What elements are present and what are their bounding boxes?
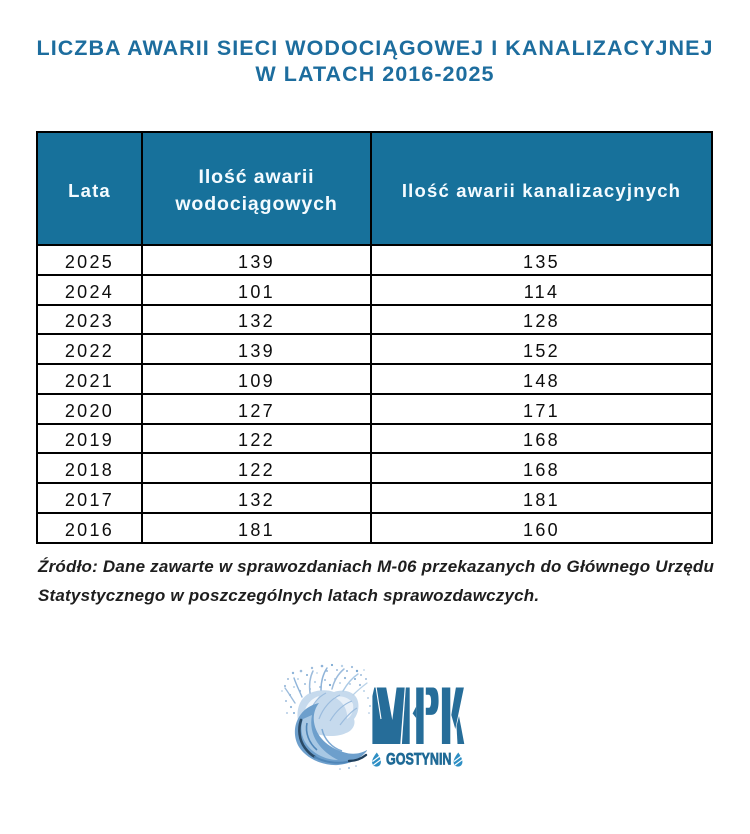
svg-text:GOSTYNIN: GOSTYNIN [386, 750, 452, 769]
